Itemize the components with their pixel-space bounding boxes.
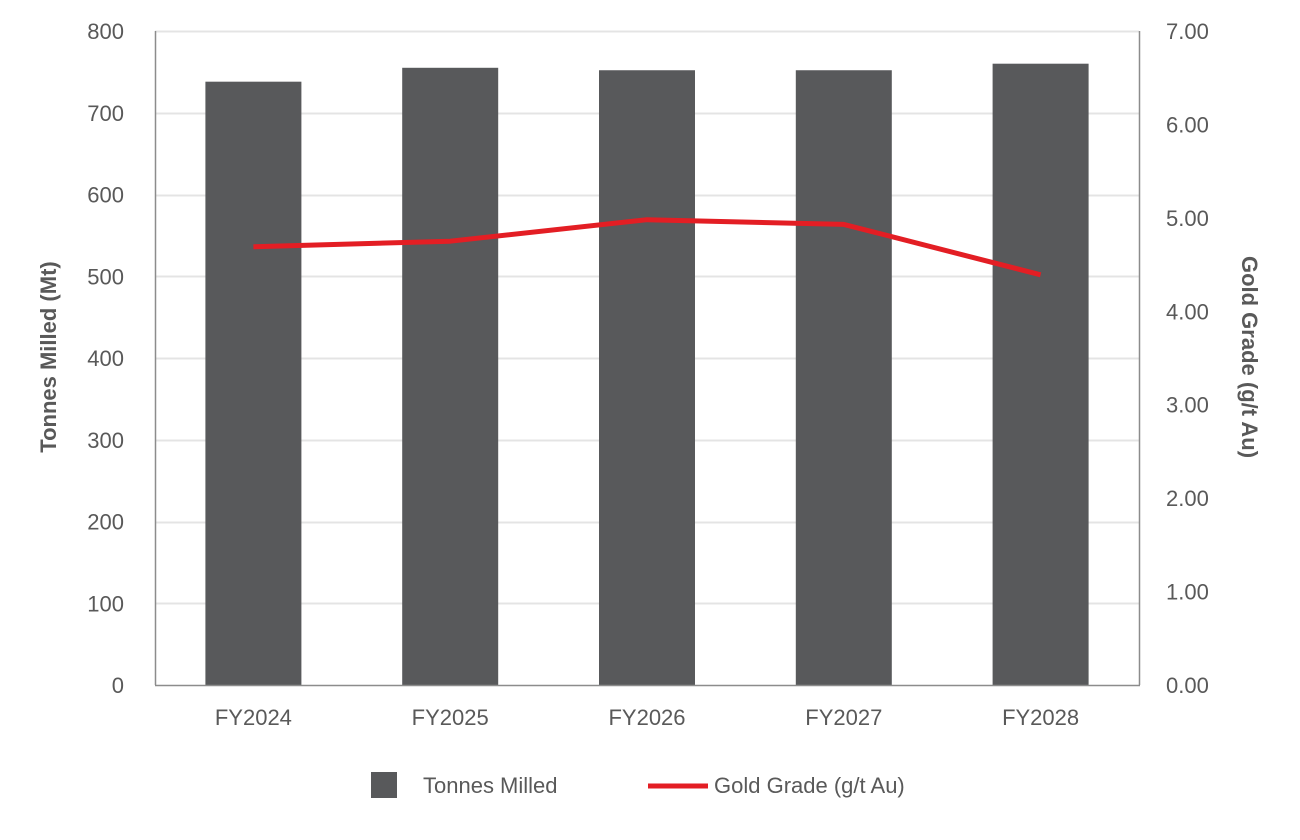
bar-fy2027 <box>795 70 892 686</box>
right-tick-label: 1.00 <box>1166 580 1209 605</box>
left-tick-label: 400 <box>87 346 124 371</box>
left-tick-label: 0 <box>112 673 124 698</box>
right-tick-label: 5.00 <box>1166 206 1209 231</box>
right-tick-label: 3.00 <box>1166 393 1209 418</box>
x-tick-label: FY2025 <box>412 705 489 730</box>
x-tick-label: FY2026 <box>608 705 685 730</box>
right-axis-tick-labels: 0.00 1.00 2.00 3.00 4.00 5.00 6.00 7.00 <box>1166 19 1209 698</box>
right-tick-label: 2.00 <box>1166 486 1209 511</box>
right-tick-label: 6.00 <box>1166 112 1209 137</box>
x-axis-tick-labels: FY2024 FY2025 FY2026 FY2027 FY2028 <box>215 705 1079 730</box>
left-tick-label: 500 <box>87 264 124 289</box>
right-tick-label: 0.00 <box>1166 673 1209 698</box>
bar-fy2028 <box>992 63 1089 685</box>
bar-fy2026 <box>599 70 695 686</box>
left-axis-title: Tonnes Milled (Mt) <box>36 261 61 452</box>
x-tick-label: FY2024 <box>215 705 292 730</box>
left-tick-label: 700 <box>87 101 124 126</box>
left-axis-tick-labels: 0 100 200 300 400 500 600 700 800 <box>87 19 124 698</box>
bar-fy2024 <box>205 81 302 685</box>
right-tick-label: 4.00 <box>1166 299 1209 324</box>
bar-series-tonnes-milled <box>205 63 1089 686</box>
legend: Tonnes Milled Gold Grade (g/t Au) <box>371 772 905 798</box>
legend-label-gold-grade: Gold Grade (g/t Au) <box>714 773 905 798</box>
legend-swatch-tonnes-milled <box>371 772 397 798</box>
left-tick-label: 100 <box>87 591 124 616</box>
left-tick-label: 200 <box>87 510 124 535</box>
left-tick-label: 300 <box>87 428 124 453</box>
axes <box>154 31 1141 687</box>
right-tick-label: 7.00 <box>1166 19 1209 44</box>
x-tick-label: FY2028 <box>1002 705 1079 730</box>
left-tick-label: 600 <box>87 183 124 208</box>
left-tick-label: 800 <box>87 19 124 44</box>
x-tick-label: FY2027 <box>805 705 882 730</box>
gold-grade-line <box>253 217 1042 278</box>
right-axis-title: Gold Grade (g/t Au) <box>1237 256 1262 458</box>
bar-fy2025 <box>402 67 499 686</box>
line-series-gold-grade <box>253 217 1042 278</box>
legend-label-tonnes-milled: Tonnes Milled <box>423 773 558 798</box>
